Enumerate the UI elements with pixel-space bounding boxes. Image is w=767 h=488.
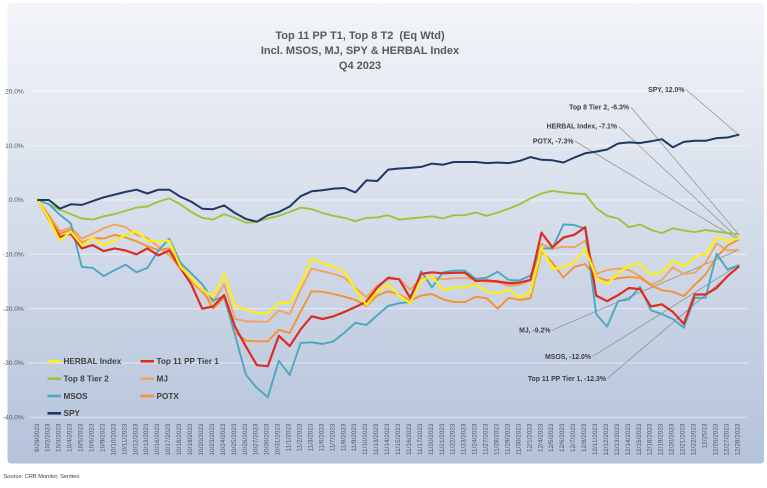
svg-text:12/21/2023: 12/21/2023 [680, 423, 687, 455]
svg-text:Source: CRB Monitor, Sentieo: Source: CRB Monitor, Sentieo [4, 474, 80, 480]
svg-text:11/22/2023: 11/22/2023 [450, 423, 457, 455]
svg-text:12/12/2023: 12/12/2023 [603, 423, 610, 455]
svg-text:11/1/2023: 11/1/2023 [286, 423, 293, 451]
svg-text:11/20/2023: 11/20/2023 [428, 423, 435, 455]
svg-text:10/20/2023: 10/20/2023 [198, 423, 205, 455]
svg-text:Top 11 PP T1, Top 8 T2 (Eq Wt: Top 11 PP T1, Top 8 T2 (Eq Wtd) [275, 30, 445, 42]
svg-text:10/3/2023: 10/3/2023 [56, 423, 63, 452]
svg-text:12/18/2023: 12/18/2023 [647, 423, 654, 455]
svg-text:12/8/2023: 12/8/2023 [581, 423, 588, 452]
svg-text:12/1/2023: 12/1/2023 [526, 423, 533, 452]
svg-text:11/24/2023: 11/24/2023 [472, 423, 479, 455]
svg-text:12/7/2023: 12/7/2023 [570, 423, 577, 452]
svg-text:12/22/2023: 12/22/2023 [691, 423, 698, 455]
svg-text:11/2/2023: 11/2/2023 [297, 423, 304, 451]
svg-text:12/5/2023: 12/5/2023 [548, 423, 555, 452]
svg-text:12/27/2023: 12/27/2023 [723, 423, 730, 455]
svg-text:10/31/2023: 10/31/2023 [275, 423, 282, 455]
svg-text:12/4/2023: 12/4/2023 [537, 423, 544, 452]
svg-text:12/20/2023: 12/20/2023 [669, 423, 676, 455]
svg-text:11/10/2023: 11/10/2023 [362, 423, 369, 455]
svg-text:10/25/2023: 10/25/2023 [231, 423, 238, 455]
svg-text:10/5/2023: 10/5/2023 [78, 423, 85, 452]
svg-text:12/14/2023: 12/14/2023 [625, 423, 632, 455]
svg-text:HERBAL Index: HERBAL Index [64, 357, 122, 366]
svg-text:MSOS: MSOS [64, 392, 89, 401]
svg-text:11/28/2023: 11/28/2023 [494, 423, 501, 455]
svg-text:Top 11 PP Tier 1: Top 11 PP Tier 1 [157, 357, 220, 366]
svg-text:11/6/2023: 11/6/2023 [318, 423, 325, 451]
svg-text:11/8/2023: 11/8/2023 [340, 423, 347, 451]
svg-text:12/13/2023: 12/13/2023 [614, 423, 621, 455]
svg-text:11/30/2023: 11/30/2023 [515, 423, 522, 455]
svg-text:10/30/2023: 10/30/2023 [264, 423, 271, 455]
svg-text:POTX: POTX [157, 392, 180, 401]
svg-text:10.0%: 10.0% [5, 143, 24, 150]
svg-text:MSOS, -12.0%: MSOS, -12.0% [545, 354, 591, 361]
svg-text:10/23/2023: 10/23/2023 [209, 423, 216, 455]
svg-text:10/27/2023: 10/27/2023 [253, 423, 260, 455]
svg-text:11/23/2023: 11/23/2023 [461, 423, 468, 455]
svg-text:Top 8 Tier 2: Top 8 Tier 2 [64, 375, 110, 384]
svg-text:10/13/2023: 10/13/2023 [143, 423, 150, 455]
svg-text:10/24/2023: 10/24/2023 [220, 423, 227, 455]
svg-text:12/25/23: 12/25/23 [701, 423, 708, 448]
svg-text:-20.0%: -20.0% [3, 306, 24, 313]
svg-text:11/29/2023: 11/29/2023 [504, 423, 511, 455]
svg-text:SPY, 12.0%: SPY, 12.0% [648, 87, 684, 94]
svg-text:11/9/2023: 11/9/2023 [351, 423, 358, 451]
svg-text:12/19/2023: 12/19/2023 [658, 423, 665, 455]
svg-text:Top 11 PP Tier 1, -12.3%: Top 11 PP Tier 1, -12.3% [528, 376, 606, 383]
svg-text:10/19/2023: 10/19/2023 [187, 423, 194, 455]
svg-text:POTX, -7.3%: POTX, -7.3% [533, 139, 574, 146]
svg-text:12/26/2023: 12/26/2023 [712, 423, 719, 455]
svg-text:9/29/2023: 9/29/2023 [34, 423, 41, 452]
svg-text:Top 8 Tier 2, -6.3%: Top 8 Tier 2, -6.3% [569, 105, 629, 112]
svg-text:10/11/2023: 10/11/2023 [121, 423, 128, 455]
svg-text:10/6/2023: 10/6/2023 [89, 423, 96, 452]
svg-text:11/7/2023: 11/7/2023 [329, 423, 336, 451]
svg-text:20.0%: 20.0% [5, 89, 24, 96]
svg-text:MJ: MJ [157, 375, 168, 384]
svg-text:10/17/2023: 10/17/2023 [165, 423, 172, 455]
svg-text:Q4 2023: Q4 2023 [339, 60, 381, 72]
svg-text:10/4/2023: 10/4/2023 [67, 423, 74, 452]
svg-text:10/26/2023: 10/26/2023 [242, 423, 249, 455]
svg-text:10/12/2023: 10/12/2023 [132, 423, 139, 455]
svg-text:12/11/2023: 12/11/2023 [592, 423, 599, 455]
svg-text:10/10/2023: 10/10/2023 [110, 423, 117, 455]
svg-text:Incl. MSOS, MJ, SPY & HERBAL I: Incl. MSOS, MJ, SPY & HERBAL Index [261, 45, 460, 57]
svg-text:10/18/2023: 10/18/2023 [176, 423, 183, 455]
svg-text:10/2/2023: 10/2/2023 [45, 423, 52, 452]
svg-text:HERBAL Index, -7.1%: HERBAL Index, -7.1% [547, 124, 617, 131]
svg-text:11/17/2023: 11/17/2023 [417, 423, 424, 455]
svg-text:12/28/2023: 12/28/2023 [734, 423, 741, 455]
svg-text:-10.0%: -10.0% [3, 252, 24, 259]
svg-text:11/3/2023: 11/3/2023 [307, 423, 314, 451]
svg-text:12/6/2023: 12/6/2023 [559, 423, 566, 452]
svg-text:SPY: SPY [64, 409, 81, 418]
svg-text:10/9/2023: 10/9/2023 [100, 423, 107, 452]
svg-text:11/27/2023: 11/27/2023 [483, 423, 490, 455]
svg-text:-30.0%: -30.0% [3, 360, 24, 367]
svg-text:-40.0%: -40.0% [3, 415, 24, 422]
svg-text:11/13/2023: 11/13/2023 [373, 423, 380, 455]
svg-text:11/15/2023: 11/15/2023 [395, 423, 402, 455]
svg-text:10/16/2023: 10/16/2023 [154, 423, 161, 455]
svg-text:11/16/2023: 11/16/2023 [406, 423, 413, 455]
svg-text:0.0%: 0.0% [9, 197, 24, 204]
svg-text:12/15/2023: 12/15/2023 [636, 423, 643, 455]
svg-text:11/21/2023: 11/21/2023 [439, 423, 446, 455]
svg-text:MJ, -9.2%: MJ, -9.2% [519, 327, 550, 334]
svg-text:11/14/2023: 11/14/2023 [384, 423, 391, 455]
